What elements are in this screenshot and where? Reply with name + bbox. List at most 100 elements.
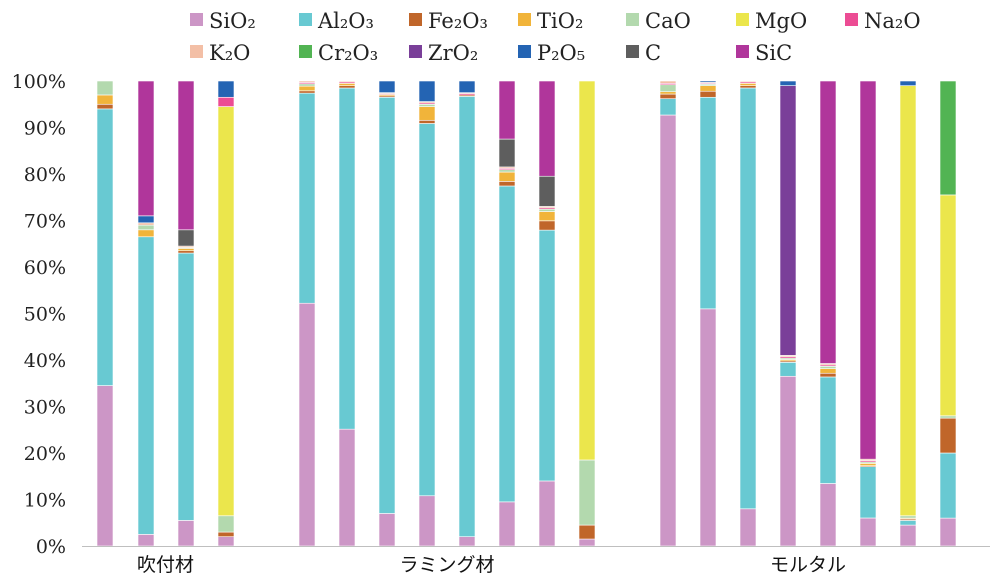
bar-segment (338, 428, 356, 547)
bar-segment (418, 119, 436, 124)
bar-segment (699, 308, 717, 547)
bar-segment (538, 208, 556, 212)
bar-segment (298, 85, 316, 92)
legend-label: P₂O₅ (537, 41, 585, 65)
bar-segment (939, 80, 957, 196)
bars (96, 80, 957, 547)
legend-item: Cr₂O₃ (299, 41, 378, 65)
legend-item: SiC (736, 41, 792, 65)
bar-segment (498, 80, 516, 140)
bar-segment (538, 80, 556, 177)
bar-segment (418, 103, 436, 107)
bar-segment (739, 85, 757, 89)
bar-stack (378, 80, 396, 547)
bar-segment (338, 83, 356, 86)
legend: SiO₂ Al₂O₃ Fe₂O₃ TiO₂ CaO MgO Na₂O K₂O Cr₂O₃ ZrO₂… (190, 9, 921, 65)
y-tick-label: 30% (24, 397, 66, 419)
bar-segment (538, 220, 556, 231)
bar-segment (819, 372, 837, 378)
bar-segment (578, 80, 596, 461)
legend-item: Fe₂O₃ (409, 9, 488, 33)
legend-swatch (409, 45, 422, 58)
bar-stack (859, 80, 877, 547)
bar-stack (578, 80, 596, 547)
legend-item: C (626, 41, 661, 65)
bar-segment (96, 80, 114, 96)
bar-stack (659, 80, 677, 547)
legend-item: Al₂O₃ (299, 9, 374, 33)
bar-segment (939, 194, 957, 417)
bar-segment (819, 376, 837, 484)
legend-label: SiO₂ (209, 9, 256, 33)
bar-stack (779, 80, 797, 547)
bar-stack (498, 80, 516, 547)
bar-stack (538, 80, 556, 547)
bar-segment (177, 252, 195, 521)
y-tick-label: 90% (24, 118, 66, 140)
bar-segment (298, 302, 316, 547)
bar-segment (298, 90, 316, 94)
bar-segment (458, 536, 476, 547)
bar-segment (137, 224, 155, 231)
bar-segment (819, 365, 837, 369)
bar-segment (699, 96, 717, 310)
bar-segment (137, 229, 155, 238)
y-axis: 0% 10% 20% 30% 40% 50% 60% 70% 80% 90% 100% (12, 71, 66, 558)
y-tick-label: 0% (36, 536, 66, 558)
bar-segment (859, 517, 877, 547)
bar-segment (96, 94, 114, 105)
bar-segment (939, 417, 957, 454)
legend-item: SiO₂ (190, 9, 256, 33)
legend-item: Na₂O (845, 9, 921, 33)
bar-stack (899, 80, 917, 547)
bar-segment (418, 80, 436, 102)
bar-segment (338, 80, 356, 83)
bar-stack (699, 80, 717, 547)
bar-segment (779, 362, 797, 377)
bar-stack (819, 80, 837, 547)
bar-segment (739, 87, 757, 510)
bar-segment (298, 92, 316, 304)
legend-swatch (626, 45, 639, 58)
bar-segment (899, 80, 917, 86)
legend-label: Na₂O (864, 9, 921, 33)
bar-segment (779, 375, 797, 547)
bar-segment (96, 103, 114, 110)
legend-swatch (518, 13, 531, 26)
bar-stack (96, 80, 114, 547)
legend-swatch (190, 13, 203, 26)
bar-segment (137, 80, 155, 217)
bar-stack (217, 80, 235, 547)
bar-stack (418, 80, 436, 547)
bar-segment (378, 80, 396, 93)
bar-segment (217, 515, 235, 533)
bar-segment (859, 463, 877, 466)
y-tick-label: 60% (24, 257, 66, 279)
legend-swatch (299, 45, 312, 58)
bar-stack (298, 80, 316, 547)
bar-segment (217, 531, 235, 537)
legend-label: K₂O (209, 41, 250, 65)
bar-segment (578, 459, 596, 526)
bar-stack (137, 80, 155, 547)
y-tick-label: 100% (12, 71, 66, 93)
bar-segment (538, 175, 556, 207)
bar-segment (217, 80, 235, 98)
bar-segment (418, 106, 436, 121)
bar-segment (217, 106, 235, 517)
legend-label: C (645, 41, 661, 65)
legend-label: ZrO₂ (428, 41, 478, 65)
bar-segment (458, 96, 476, 537)
x-group-label: ラミング材 (399, 554, 494, 575)
legend-item: K₂O (190, 41, 250, 65)
bar-segment (177, 520, 195, 547)
legend-swatch (626, 13, 639, 26)
bar-segment (779, 80, 797, 86)
bar-segment (739, 80, 757, 83)
bar-segment (217, 96, 235, 107)
bar-segment (819, 368, 837, 374)
bar-segment (177, 250, 195, 254)
bar-segment (859, 80, 877, 460)
legend-item: MgO (736, 9, 807, 33)
